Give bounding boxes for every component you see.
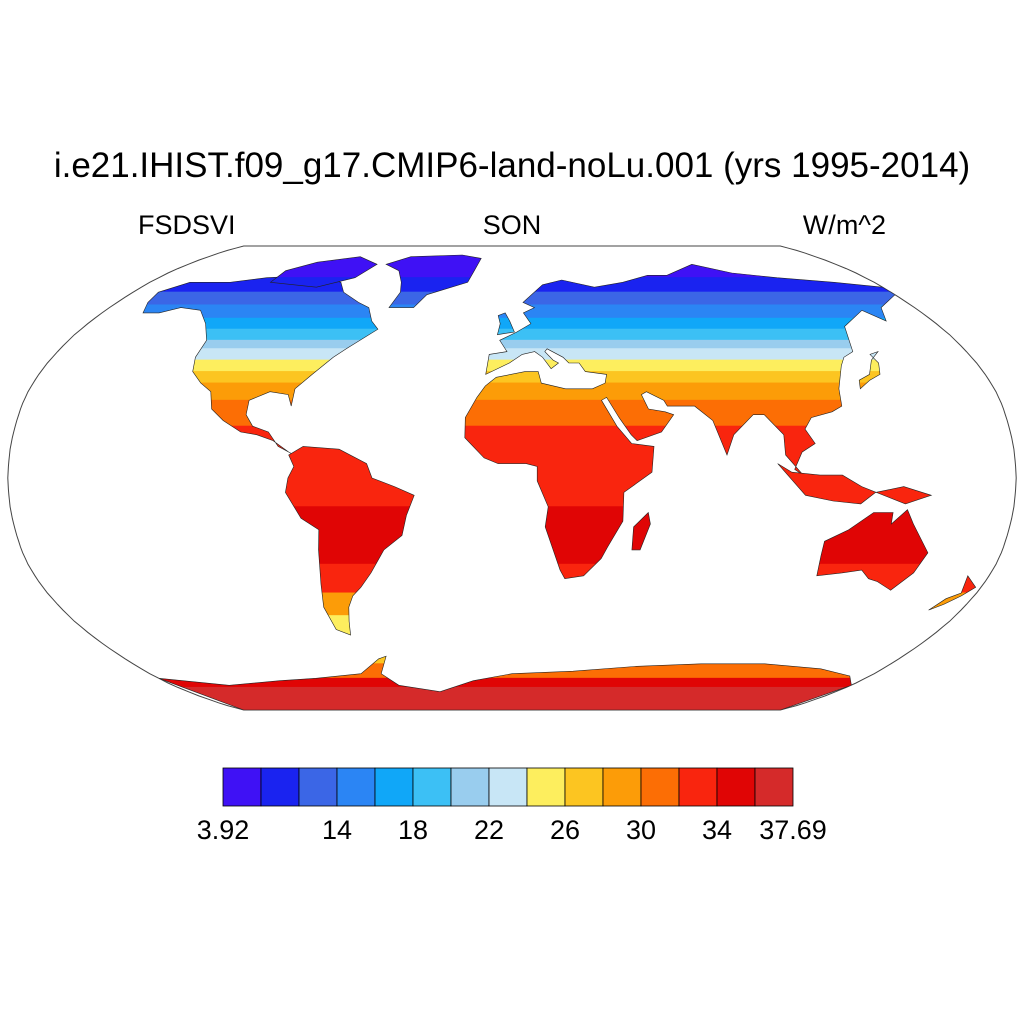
variable-label: FSDSVI [138, 210, 236, 240]
landmass-uk [497, 312, 515, 335]
coastline-indonesia [777, 463, 933, 505]
coastline-japan [858, 350, 881, 390]
coastline-new-zealand [928, 575, 977, 611]
coastline-south-america [285, 446, 415, 636]
colorbar-tick-label: 37.69 [759, 815, 827, 845]
colorbar-box [754, 767, 794, 807]
colorbar-tick-label: 22 [473, 815, 505, 845]
coastline-antarctica [158, 655, 852, 710]
coastline-madagascar [631, 511, 651, 551]
colorbar-box [488, 767, 528, 807]
coastline-australia [816, 509, 929, 591]
colorbar-box [526, 767, 566, 807]
coastline-uk [496, 312, 515, 336]
colorbar-tick-label: 18 [397, 815, 429, 845]
plot-title: i.e21.IHIST.f09_g17.CMIP6-land-noLu.001 … [53, 146, 971, 185]
colorbar-tick-label: 26 [549, 815, 581, 845]
colorbar-tick-label: 3.92 [196, 815, 250, 845]
colorbar-box [640, 767, 680, 807]
colorbar-box [564, 767, 604, 807]
colorbar-box [298, 767, 338, 807]
colorbar-box [678, 767, 718, 807]
coastline-arctic-islands [269, 256, 378, 288]
colorbar-box [260, 767, 300, 807]
colorbar-tick-label: 14 [321, 815, 353, 845]
colorbar-tick-label: 30 [625, 815, 657, 845]
season-label: SON [482, 210, 542, 240]
units-label: W/m^2 [802, 210, 886, 240]
coastline-eurasia-africa [464, 263, 896, 580]
colorbar-box [716, 767, 756, 807]
coastline-north-america [142, 274, 379, 456]
colorbar-box [450, 767, 490, 807]
colorbar-tick-label: 34 [701, 815, 733, 845]
colorbar-box [412, 767, 452, 807]
colorbar-box [222, 767, 262, 807]
colorbar-box [602, 767, 642, 807]
colorbar-box [374, 767, 414, 807]
coastline-greenland [385, 254, 482, 308]
colorbar-box [336, 767, 376, 807]
